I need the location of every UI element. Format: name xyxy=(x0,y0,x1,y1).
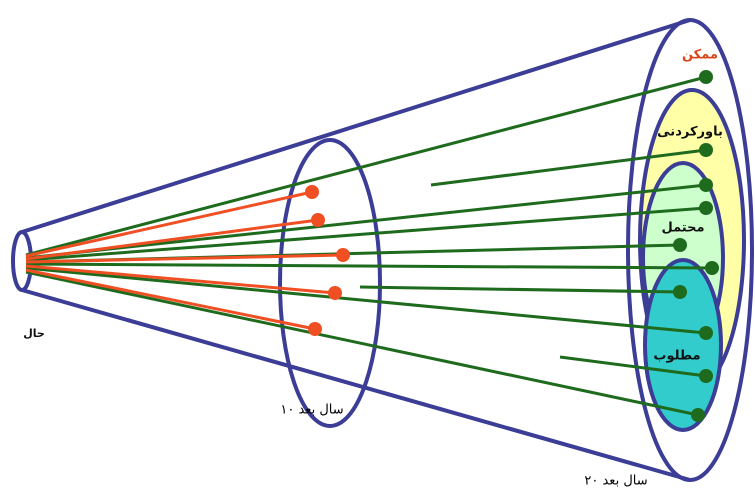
present-label: حال xyxy=(23,327,45,340)
probable-label: محتمل xyxy=(661,221,704,236)
preferable-zone xyxy=(643,258,723,432)
possible-label: ممکن xyxy=(682,48,718,63)
cone-outline xyxy=(11,18,754,482)
plausible-label: باورکردنی xyxy=(657,125,723,140)
twenty-years-label: ۲۰ سال بعد xyxy=(584,474,647,489)
preferable-label: مطلوب xyxy=(653,349,700,364)
ten-years-label: ۱۰ سال بعد xyxy=(280,403,343,418)
green-paths xyxy=(25,70,719,422)
red-paths xyxy=(25,185,350,336)
